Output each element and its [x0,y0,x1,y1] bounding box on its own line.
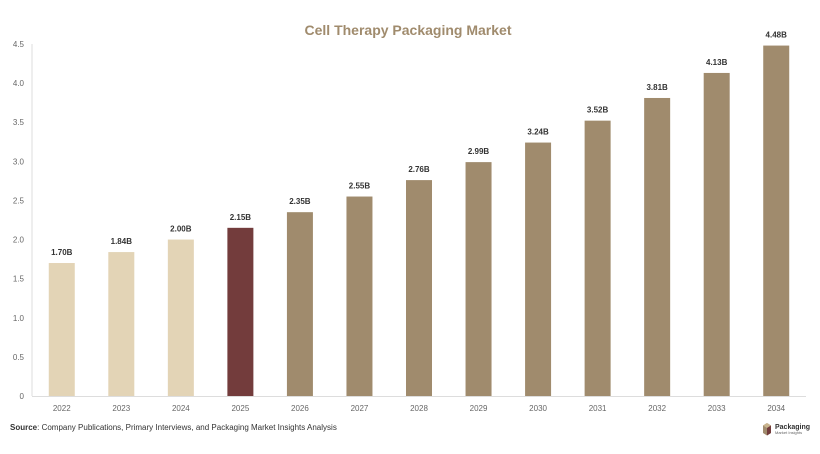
data-label: 4.48B [766,31,788,40]
source-note: Source: Company Publications, Primary In… [10,423,337,432]
x-tick-label: 2030 [529,404,547,413]
x-tick-label: 2024 [172,404,190,413]
x-tick-label: 2031 [589,404,607,413]
data-label: 3.24B [527,128,549,137]
bar-2022 [48,263,75,396]
source-text: : Company Publications, Primary Intervie… [37,423,337,432]
data-labels: 1.70B 1.84B 2.00B 2.15B 2.35B 2.55B 2.76B 2.99B… [51,31,787,257]
x-tick-label: 2027 [351,404,369,413]
y-tick-label: 2.0 [13,236,25,245]
bar-2026 [286,212,313,396]
bar-2034 [763,45,790,396]
y-tick-labels: 0 0.5 1.0 1.5 2.0 2.5 3.0 3.5 4.0 4.5 [13,40,25,401]
data-label: 2.00B [170,225,192,234]
data-label: 1.70B [51,248,73,257]
x-tick-label: 2028 [410,404,428,413]
y-tick-label: 4.5 [13,40,25,49]
x-tick-label: 2033 [708,404,726,413]
y-tick-label: 4.0 [13,79,25,88]
x-tick-labels: 2022 2023 2024 2025 2026 2027 2028 2029 2030 2031… [53,404,786,413]
data-label: 1.84B [111,237,133,246]
y-tick-label: 0.5 [13,353,25,362]
bar-2023 [108,252,135,396]
bar-2029 [465,162,492,396]
bar-2024 [167,239,194,396]
data-label: 4.13B [706,58,728,67]
data-label: 2.35B [289,197,311,206]
chart-title: Cell Therapy Packaging Market [305,22,512,38]
bar-2032 [644,97,671,397]
data-label: 2.76B [408,165,430,174]
x-tick-label: 2029 [470,404,488,413]
data-label: 3.81B [646,83,668,92]
y-tick-label: 3.0 [13,157,25,166]
y-tick-label: 1.5 [13,275,25,284]
x-tick-label: 2023 [112,404,130,413]
y-tick-label: 1.0 [13,314,25,323]
logo-tagline: Market Insights [775,429,803,435]
bar-2025 [227,227,254,396]
y-tick-label: 3.5 [13,118,25,127]
data-label: 3.52B [587,106,609,115]
y-tick-label: 0 [20,392,25,401]
bar-2027 [346,196,373,396]
data-label: 2.99B [468,147,490,156]
x-tick-label: 2032 [648,404,666,413]
bar-2030 [525,142,552,396]
y-tick-label: 2.5 [13,196,25,205]
bar-2031 [584,120,611,396]
brand-logo: Packaging Market Insights [762,422,810,436]
bar-2028 [406,180,432,396]
x-tick-label: 2025 [231,404,249,413]
data-label: 2.15B [230,213,252,222]
source-label: Source [10,423,38,432]
logo-name: Packaging [775,423,811,431]
box-icon [763,423,771,436]
bars [48,45,790,397]
x-tick-label: 2022 [53,404,71,413]
x-tick-label: 2026 [291,404,309,413]
data-label: 2.55B [349,182,371,191]
x-tick-label: 2034 [767,404,785,413]
bar-2033 [703,72,730,396]
